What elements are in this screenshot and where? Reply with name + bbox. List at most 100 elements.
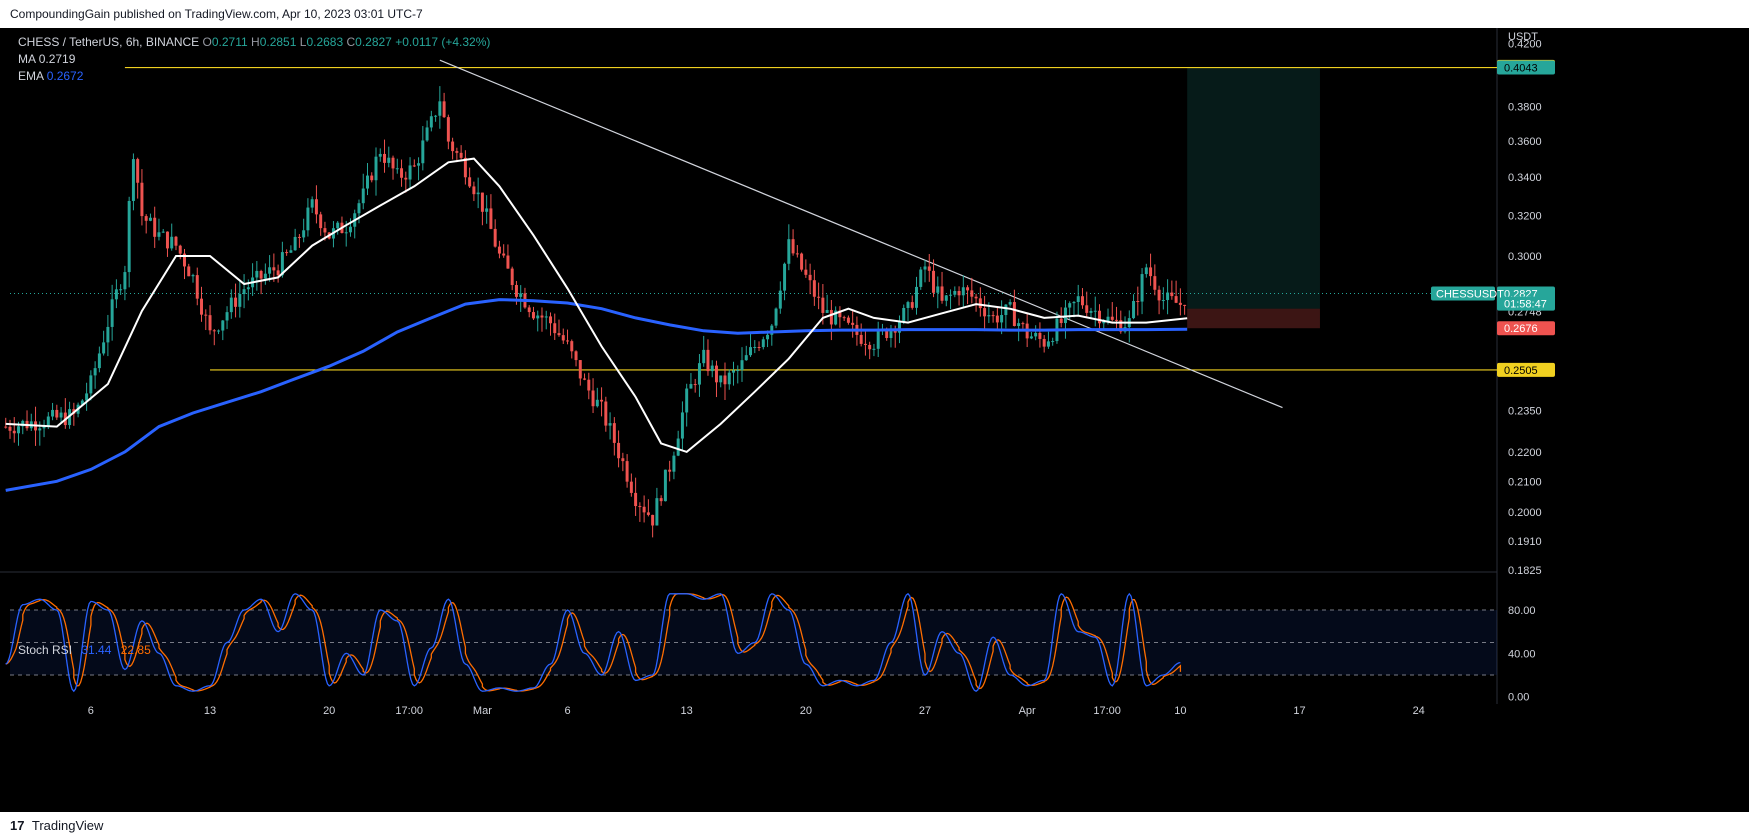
high-label: H xyxy=(251,35,260,49)
candle-body xyxy=(927,266,931,271)
candle-body xyxy=(987,315,991,317)
price-tick-label: 0.2100 xyxy=(1508,476,1542,488)
candle-body xyxy=(336,222,340,229)
candle-body xyxy=(412,165,416,167)
candle-body xyxy=(1059,318,1063,324)
high-value: 0.2851 xyxy=(259,35,297,49)
candle-body xyxy=(80,400,84,405)
candle-body xyxy=(506,255,510,269)
candle-body xyxy=(38,428,42,431)
ma-label[interactable]: MA xyxy=(18,52,36,66)
candle-body xyxy=(659,498,663,502)
candle-body xyxy=(93,368,97,376)
price-tick-label: 0.1910 xyxy=(1508,536,1542,548)
candle-body xyxy=(89,375,93,394)
candle-body xyxy=(314,199,318,215)
candle-body xyxy=(370,175,374,181)
candle-body xyxy=(557,333,561,336)
candle-body xyxy=(587,379,591,391)
candle-body xyxy=(1183,304,1187,306)
tradingview-logo-icon: 17 xyxy=(10,818,25,833)
chart-area[interactable]: USDT 0.4200 0.3800 0.3600 0.3400 0.3200 0.3000… xyxy=(0,28,1749,812)
candle-body xyxy=(502,253,506,256)
candle-body xyxy=(165,231,169,249)
candle-body xyxy=(923,266,927,270)
candle-body xyxy=(1063,307,1067,324)
candle-body xyxy=(110,299,114,327)
candle-body xyxy=(1110,316,1114,320)
ema-label[interactable]: EMA xyxy=(18,69,44,83)
candle-body xyxy=(868,344,872,350)
candle-body xyxy=(263,273,267,279)
stoch-d-line xyxy=(5,593,1182,692)
candle-body xyxy=(919,269,923,287)
candle-body xyxy=(463,157,467,178)
candle-body xyxy=(851,322,855,325)
candle-body xyxy=(1170,292,1174,297)
candle-body xyxy=(459,152,463,158)
candle-body xyxy=(106,326,110,343)
candle-body xyxy=(821,297,825,313)
candle-body xyxy=(242,289,246,295)
candle-body xyxy=(1161,300,1165,302)
price-tick-label: 0.2350 xyxy=(1508,405,1542,417)
candle-body xyxy=(829,309,833,325)
candle-body xyxy=(510,268,514,286)
candle-body xyxy=(685,388,689,413)
candle-body xyxy=(617,442,621,459)
candle-body xyxy=(723,375,727,385)
candle-body xyxy=(804,269,808,275)
candle-body xyxy=(1115,319,1119,321)
symbol-title[interactable]: CHESS / TetherUS, 6h, BINANCE xyxy=(18,35,200,49)
candle-body xyxy=(280,252,284,276)
candle-body xyxy=(217,330,221,332)
candle-body xyxy=(536,315,540,319)
candle-body xyxy=(46,416,50,427)
profit-zone xyxy=(1187,67,1320,309)
stoch-rsi-d-value: 22.85 xyxy=(120,643,151,657)
stoch-tick-label: 80.00 xyxy=(1508,605,1536,617)
candle-body xyxy=(344,232,348,234)
price-tag-label: 01:58:47 xyxy=(1504,299,1547,311)
candle-body xyxy=(936,286,940,293)
price-tick-label: 0.4200 xyxy=(1508,38,1542,50)
candle-body xyxy=(846,317,850,323)
candle-body xyxy=(766,334,770,340)
time-tick-label: 10 xyxy=(1174,705,1186,717)
candle-body xyxy=(153,217,157,237)
candle-body xyxy=(1068,303,1072,308)
price-tag-bg xyxy=(1497,60,1555,75)
candle-body xyxy=(229,297,233,313)
candle-body xyxy=(374,156,378,181)
candle-body xyxy=(489,208,493,229)
candle-body xyxy=(689,384,693,389)
price-tick-label: 0.3600 xyxy=(1508,136,1542,148)
candle-body xyxy=(808,274,812,281)
candle-body xyxy=(480,192,484,212)
price-tag-bg xyxy=(1497,296,1555,311)
time-tick-label: Mar xyxy=(473,705,492,717)
candle-body xyxy=(897,321,901,333)
candle-body xyxy=(225,312,229,321)
candle-body xyxy=(1029,336,1033,339)
candle-body xyxy=(944,295,948,301)
candle-body xyxy=(276,270,280,276)
candle-body xyxy=(1153,276,1157,290)
price-tick-label: 0.3000 xyxy=(1508,251,1542,263)
trend-line xyxy=(439,59,1283,409)
candle-body xyxy=(17,426,21,434)
candle-body xyxy=(744,355,748,361)
candle-body xyxy=(1051,341,1055,343)
symbol-tag-bg xyxy=(1431,286,1495,301)
low-label: L xyxy=(299,35,307,49)
candle-body xyxy=(348,226,352,233)
candle-body xyxy=(983,308,987,317)
candle-body xyxy=(170,236,174,249)
candle-body xyxy=(783,263,787,291)
candle-body xyxy=(97,353,101,369)
stoch-rsi-label[interactable]: Stoch RSI xyxy=(18,643,73,657)
candle-body xyxy=(1000,315,1004,323)
candle-body xyxy=(42,426,46,429)
candle-body xyxy=(395,168,399,170)
